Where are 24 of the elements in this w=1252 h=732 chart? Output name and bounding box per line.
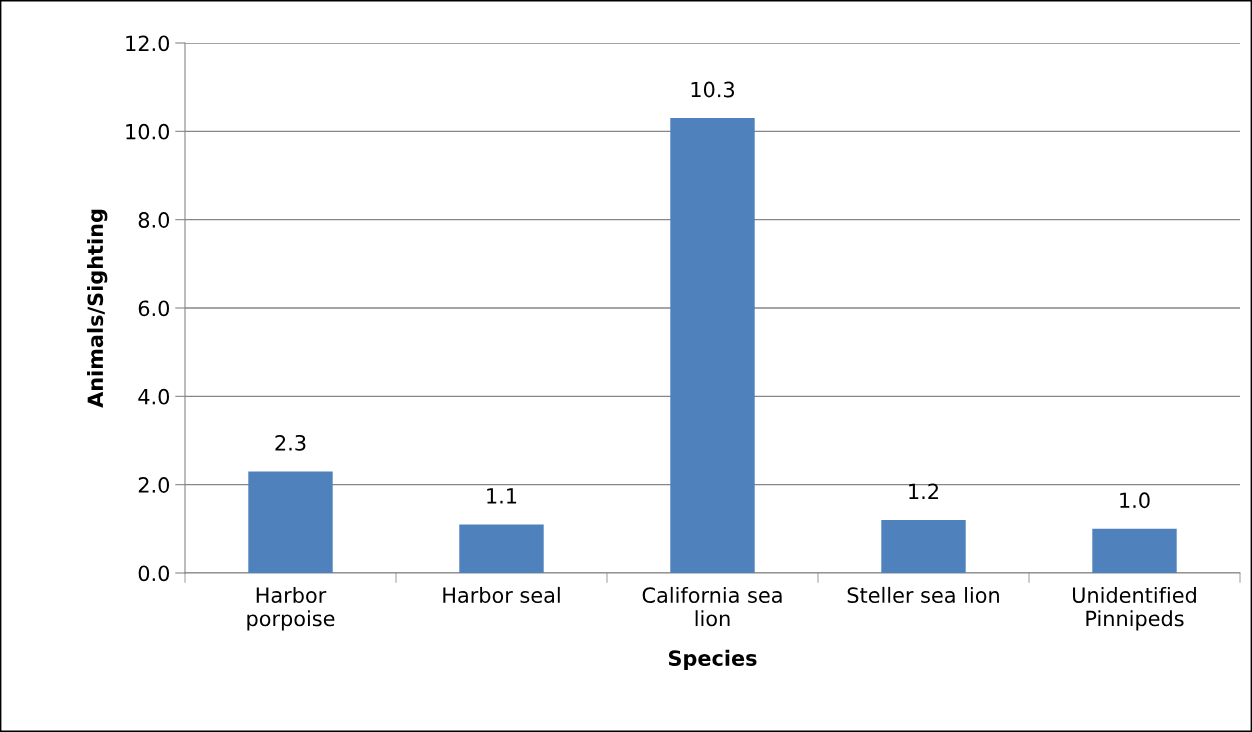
bar [248, 471, 333, 573]
x-tick-label: California sea lion [642, 586, 782, 627]
bar [459, 524, 544, 573]
y-tick-label: 8.0 [138, 212, 170, 228]
y-tick-label: 12.0 [126, 35, 170, 52]
x-tick-label: Steller sea lion [847, 586, 999, 604]
x-tick-label: Harbor porpoise [247, 586, 335, 631]
x-tick-label: Harbor seal [443, 586, 560, 604]
data-label: 10.3 [691, 81, 735, 98]
bar [1092, 528, 1177, 573]
bar [670, 118, 755, 573]
y-tick-label: 4.0 [138, 388, 170, 405]
data-label: 1.1 [487, 488, 517, 504]
data-label: 1.0 [1120, 492, 1150, 509]
x-tick-label: Unidentified Pinnipeds [1073, 586, 1196, 631]
x-axis-title: Species [668, 649, 757, 670]
bar [881, 520, 966, 573]
y-tick-label: 10.0 [126, 123, 170, 140]
y-tick-label: 2.0 [138, 477, 170, 493]
data-label: 1.2 [909, 483, 938, 499]
y-tick-label: 6.0 [138, 300, 170, 317]
y-tick-label: 0.0 [138, 565, 170, 582]
y-axis-title: Animals/Sighting [87, 209, 108, 408]
data-label: 2.3 [275, 434, 306, 451]
